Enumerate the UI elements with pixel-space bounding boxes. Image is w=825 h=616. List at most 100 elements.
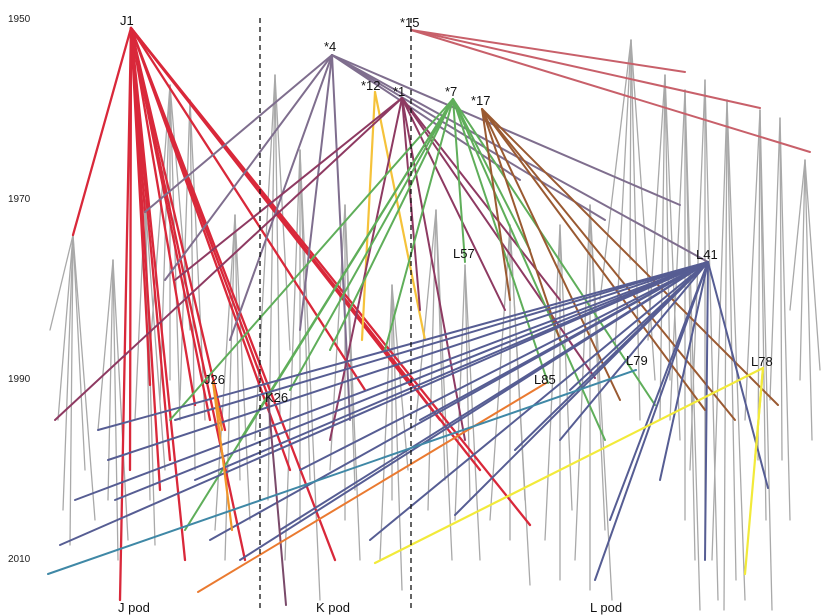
lineage-line [757, 109, 761, 461]
descendant-line-s17 [481, 108, 511, 301]
lineage-line [664, 74, 681, 441]
descendant-line-l41 [559, 261, 709, 441]
descendant-line-j1 [129, 26, 367, 392]
descendant-line-l41 [279, 261, 709, 531]
descendant-line-j1 [118, 26, 133, 602]
descendant-line-s4 [331, 54, 709, 263]
lineage-line [759, 109, 773, 611]
lineage-line [544, 224, 561, 541]
descendant-line-s1 [401, 97, 466, 441]
lineage-line [659, 74, 666, 421]
lineage-line [664, 74, 671, 381]
lineage-line [629, 39, 632, 261]
descendant-line-l41 [369, 261, 709, 541]
lineage-line [804, 159, 821, 371]
lineage-line [630, 39, 641, 421]
descendant-line-l41 [569, 261, 709, 391]
lineage-line [62, 234, 74, 511]
lineage-line [57, 234, 74, 421]
descendant-line-l41 [174, 261, 709, 421]
descendant-line-s4 [331, 54, 681, 206]
lineage-line [72, 234, 96, 521]
descendant-line-l41 [74, 261, 709, 501]
descendant-line-j1 [71, 26, 133, 237]
lineage-line [723, 99, 728, 611]
node-label-s4: *4 [324, 39, 336, 54]
descendant-line-s17 [481, 108, 706, 411]
lineage-line [789, 159, 806, 311]
descendant-line-j1 [129, 26, 247, 562]
node-label-s17: *17 [471, 93, 491, 108]
node-label-l78: L78 [751, 354, 773, 369]
pod-label-l: L pod [590, 600, 622, 615]
lineage-line [589, 204, 613, 601]
node-label-j1: J1 [120, 13, 134, 28]
node-label-l79: L79 [626, 353, 648, 368]
lineage-line [49, 234, 74, 331]
descendant-line-k26 [267, 395, 287, 606]
descendant-line-j1 [129, 26, 227, 432]
year-label-1970: 1970 [8, 194, 31, 205]
descendant-line-j1 [129, 26, 337, 562]
lineage-line [107, 259, 114, 501]
lineage-line [779, 117, 791, 521]
node-label-s15: *15 [400, 15, 420, 30]
lineage-line [435, 209, 453, 561]
lineage-line [599, 39, 632, 301]
descendant-line-j1 [129, 26, 147, 214]
node-label-l85: L85 [534, 372, 556, 387]
descendant-line-s7 [289, 98, 454, 391]
descendant-line-s1 [401, 97, 421, 311]
lineage-line [574, 204, 591, 561]
lineage-line [647, 74, 666, 341]
lineage-line [179, 99, 191, 401]
lineage-line [704, 79, 719, 601]
descendant-line-j1 [129, 26, 532, 527]
lineage-line [726, 99, 737, 581]
pod-label-k: K pod [316, 600, 350, 615]
lineage-line [684, 89, 701, 611]
descendant-line-s7 [329, 98, 454, 351]
descendant-line-l78 [373, 366, 765, 565]
descendant-line-l78 [753, 366, 765, 462]
descendant-line-s17 [481, 108, 621, 401]
lineage-line [391, 284, 403, 591]
lineage-line [299, 149, 321, 601]
lineage-line [630, 39, 656, 381]
node-label-l41: L41 [696, 247, 718, 262]
descendant-line-l41 [299, 261, 709, 471]
descendant-line-s4 [144, 54, 333, 213]
lineage-line [299, 149, 311, 481]
node-label-s1: *1 [393, 84, 405, 99]
lineage-line [112, 259, 129, 541]
lineage-line [726, 99, 746, 601]
descendant-line-l41 [704, 261, 709, 561]
descendant-line-s15 [410, 29, 811, 153]
lineage-line [189, 99, 196, 471]
descendant-line-j1 [129, 26, 292, 472]
node-label-s12: *12 [361, 78, 381, 93]
descendant-line-s4 [299, 54, 333, 331]
descendant-line-s12 [360, 90, 377, 342]
descendant-line-s15 [410, 29, 761, 109]
descendant-line-j1 [128, 26, 133, 472]
descendant-line-l41 [97, 261, 709, 431]
descendant-line-l41 [514, 261, 709, 451]
year-label-1950: 1950 [8, 14, 31, 25]
lineage-line [464, 264, 471, 501]
lineage-line [454, 264, 466, 521]
node-label-l57: L57 [453, 246, 475, 261]
descendant-line-s1 [401, 97, 561, 301]
descendant-line-l85 [197, 382, 547, 593]
lineage-line [274, 74, 291, 351]
node-label-j26: J26 [204, 372, 225, 387]
lineage-line [97, 259, 114, 431]
year-label-2010: 2010 [8, 554, 31, 565]
descendant-lines [47, 26, 811, 606]
pod-dividers [259, 18, 412, 612]
node-label-k26: K26 [265, 390, 288, 405]
descendant-line-l41 [609, 261, 709, 521]
descendant-line-l41 [107, 261, 709, 461]
lineage-line [267, 74, 276, 501]
